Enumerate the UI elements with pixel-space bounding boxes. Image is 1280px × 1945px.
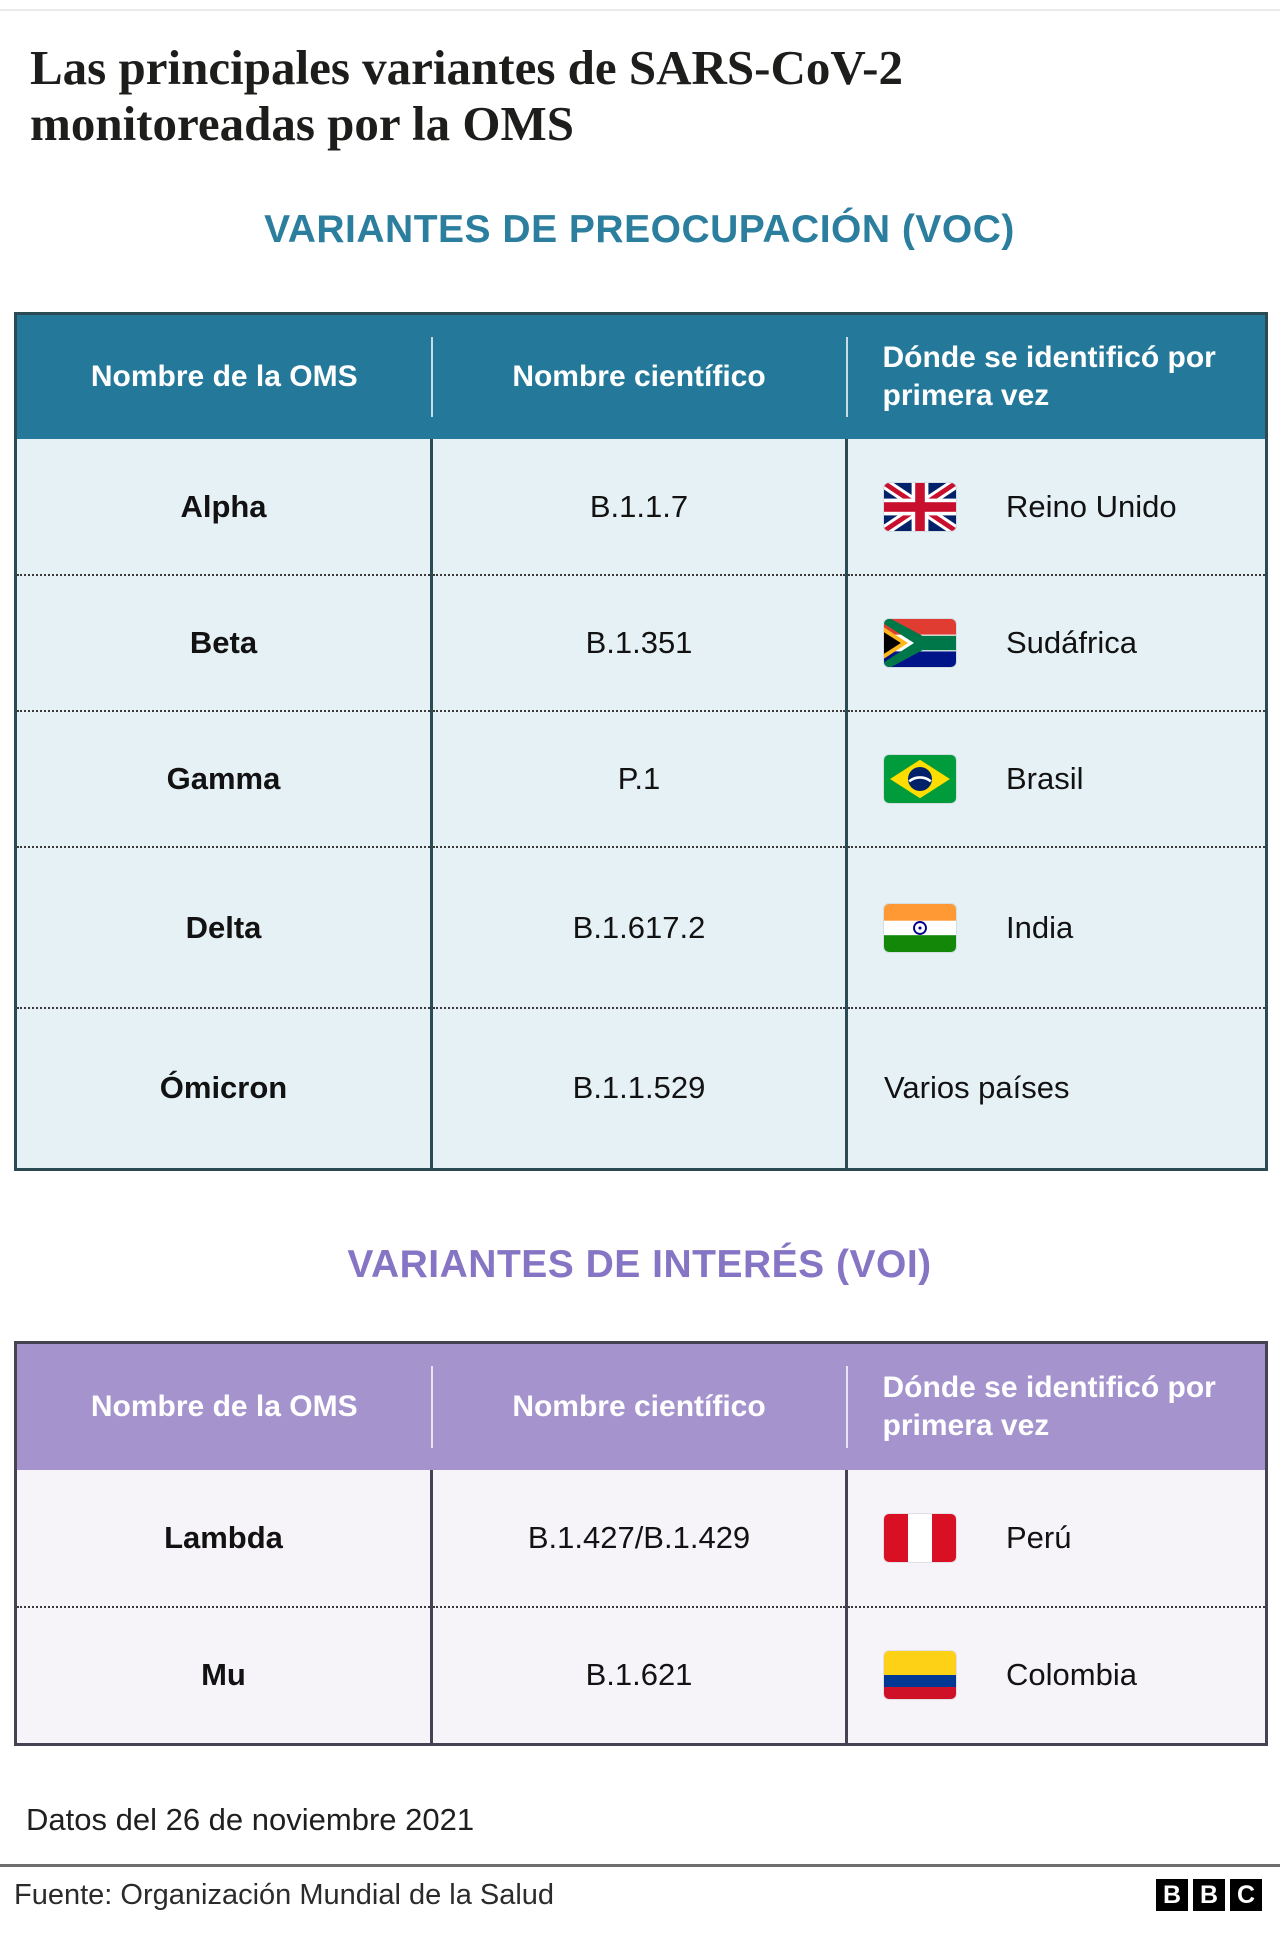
variant-name-cell: Gamma	[15, 710, 432, 848]
section-heading-voc: VARIANTES DE PREOCUPACIÓN (VOC)	[264, 207, 1015, 251]
scientific-name-cell: B.1.351	[430, 574, 847, 712]
country-label: India	[1006, 909, 1074, 945]
uk-flag-icon	[884, 482, 956, 531]
variant-name-cell: Ómicron	[15, 1007, 432, 1170]
voi-table-body: Lambda B.1.427/B.1.429 Perú Mu B.1.621 C…	[15, 1470, 1267, 1745]
brazil-flag-icon	[884, 755, 956, 804]
scientific-name-cell: B.1.1.7	[430, 439, 847, 576]
table-row: Delta B.1.617.2 India	[15, 846, 1267, 1009]
country-label: Brasil	[1006, 761, 1084, 797]
origin-cell: Brasil	[845, 710, 1267, 848]
origin-cell: Sudáfrica	[845, 574, 1267, 712]
table-row: Alpha B.1.1.7 Reino Unido	[15, 439, 1267, 576]
variant-name-cell: Alpha	[15, 439, 432, 576]
variant-name-cell: Delta	[15, 846, 432, 1009]
column-header-who-name: Nombre de la OMS	[15, 1342, 432, 1471]
voc-table-body: Alpha B.1.1.7 Reino Unido Beta B.1.351 S…	[15, 439, 1267, 1170]
country-label: Reino Unido	[1006, 488, 1177, 524]
source-row: Fuente: Organización Mundial de la Salud…	[0, 1867, 1280, 1912]
voc-header-row: Nombre de la OMS Nombre científico Dónde…	[15, 313, 1267, 440]
variant-name-cell: Mu	[15, 1606, 432, 1745]
section-heading-voi: VARIANTES DE INTERÉS (VOI)	[347, 1242, 932, 1286]
table-row: Lambda B.1.427/B.1.429 Perú	[15, 1470, 1267, 1608]
infographic-title: Las principales variantes de SARS-CoV-2 …	[30, 40, 903, 151]
column-header-origin: Dónde se identificó por primera vez	[845, 313, 1267, 440]
origin-cell: Reino Unido	[845, 439, 1267, 576]
scientific-name-cell: B.1.1.529	[430, 1007, 847, 1170]
voi-header-row: Nombre de la OMS Nombre científico Dónde…	[15, 1342, 1267, 1471]
variant-name-cell: Beta	[15, 574, 432, 712]
footer-divider	[0, 1863, 1280, 1867]
scientific-name-cell: B.1.617.2	[430, 846, 847, 1009]
india-flag-icon	[884, 903, 956, 952]
scientific-name-cell: B.1.621	[430, 1606, 847, 1745]
top-divider	[0, 9, 1280, 11]
voc-table: Nombre de la OMS Nombre científico Dónde…	[14, 311, 1268, 1171]
scientific-name-cell: B.1.427/B.1.429	[430, 1470, 847, 1608]
origin-cell: Colombia	[845, 1606, 1267, 1745]
voi-table: Nombre de la OMS Nombre científico Dónde…	[14, 1340, 1268, 1746]
column-header-origin: Dónde se identificó por primera vez	[845, 1342, 1267, 1471]
scientific-name-cell: P.1	[430, 710, 847, 848]
source-label: Fuente: Organización Mundial de la Salud	[14, 1878, 555, 1911]
table-row: Mu B.1.621 Colombia	[15, 1606, 1267, 1745]
origin-cell: Perú	[845, 1470, 1267, 1608]
column-header-scientific-name: Nombre científico	[430, 1342, 847, 1471]
country-label: Sudáfrica	[1006, 625, 1137, 661]
south-africa-flag-icon	[884, 619, 956, 668]
infographic-page: { "title": "Las principales variantes de…	[0, 9, 1280, 1945]
country-label: Colombia	[1006, 1657, 1137, 1693]
bbc-logo-letter: B	[1156, 1879, 1188, 1912]
origin-cell: Varios países	[845, 1007, 1267, 1170]
country-label: Varios países	[884, 1070, 1070, 1106]
data-note: Datos del 26 de noviembre 2021	[26, 1801, 475, 1837]
column-header-who-name: Nombre de la OMS	[15, 313, 432, 440]
bbc-logo-letter: B	[1193, 1879, 1225, 1912]
bbc-logo-letter: C	[1230, 1879, 1262, 1912]
colombia-flag-icon	[884, 1651, 956, 1700]
origin-cell: India	[845, 846, 1267, 1009]
peru-flag-icon	[884, 1514, 956, 1563]
variant-name-cell: Lambda	[15, 1470, 432, 1608]
table-row: Ómicron B.1.1.529 Varios países	[15, 1007, 1267, 1170]
country-label: Perú	[1006, 1520, 1072, 1556]
bbc-logo: B B C	[1156, 1879, 1262, 1912]
table-row: Gamma P.1 Brasil	[15, 710, 1267, 848]
column-header-scientific-name: Nombre científico	[430, 313, 847, 440]
table-row: Beta B.1.351 Sudáfrica	[15, 574, 1267, 712]
